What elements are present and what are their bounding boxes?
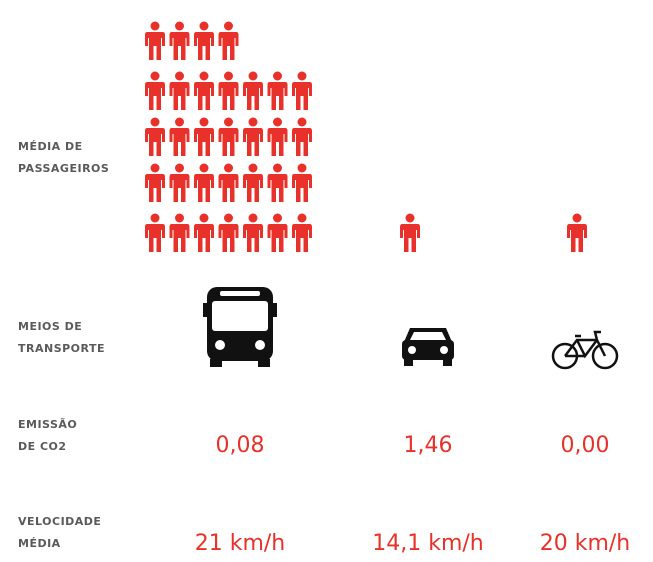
passenger-icon [267,163,288,202]
passenger-icon [292,163,312,202]
emission-value: 0,08 [216,433,265,458]
passenger-icon [194,117,214,156]
passenger-icon [169,163,190,202]
passenger-icon [218,117,239,156]
passenger-icon [145,163,165,202]
row-label: MÉDIA [18,537,61,550]
passenger-icon [292,117,312,156]
passenger-icon [169,21,190,60]
passenger-icon [218,21,239,60]
row-label: PASSAGEIROS [18,162,109,175]
passenger-icon [169,71,190,110]
passenger-icon [194,21,214,60]
row-label: DE CO2 [18,440,67,453]
passenger-icon [169,213,190,252]
speed-value: 20 km/h [540,531,631,556]
emission-value: 0,00 [561,433,610,458]
row-label: EMISSÃO [18,418,77,431]
bicycle-icon [551,330,619,370]
passenger-icon [194,71,214,110]
passenger-icon [267,213,288,252]
row-label: MÉDIA DE [18,140,83,153]
passenger-icon [169,117,190,156]
bus-icon [203,287,277,367]
row-label: MEIOS DE [18,320,82,333]
emission-value: 1,46 [404,433,453,458]
passenger-icon [243,71,263,110]
passenger-icon [218,163,239,202]
passenger-icon [567,213,587,252]
passenger-icon [400,213,420,252]
passenger-icon [145,21,165,60]
passenger-icon [243,213,263,252]
speed-value: 21 km/h [195,531,286,556]
row-label: VELOCIDADE [18,515,101,528]
passenger-icon [292,71,312,110]
passenger-icon [145,117,165,156]
passenger-icon [194,163,214,202]
passenger-icon [424,213,434,252]
passenger-icon [194,213,214,252]
passenger-icon [243,117,263,156]
passenger-icon [145,213,165,252]
passenger-icon [243,163,263,202]
car-icon [402,328,454,366]
passenger-icon [145,71,165,110]
speed-value: 14,1 km/h [372,531,484,556]
passenger-icon [267,71,288,110]
row-label: TRANSPORTE [18,342,105,355]
passenger-icon [218,71,239,110]
passenger-icon [267,117,288,156]
passenger-icon [218,213,239,252]
passenger-icon [292,213,312,252]
